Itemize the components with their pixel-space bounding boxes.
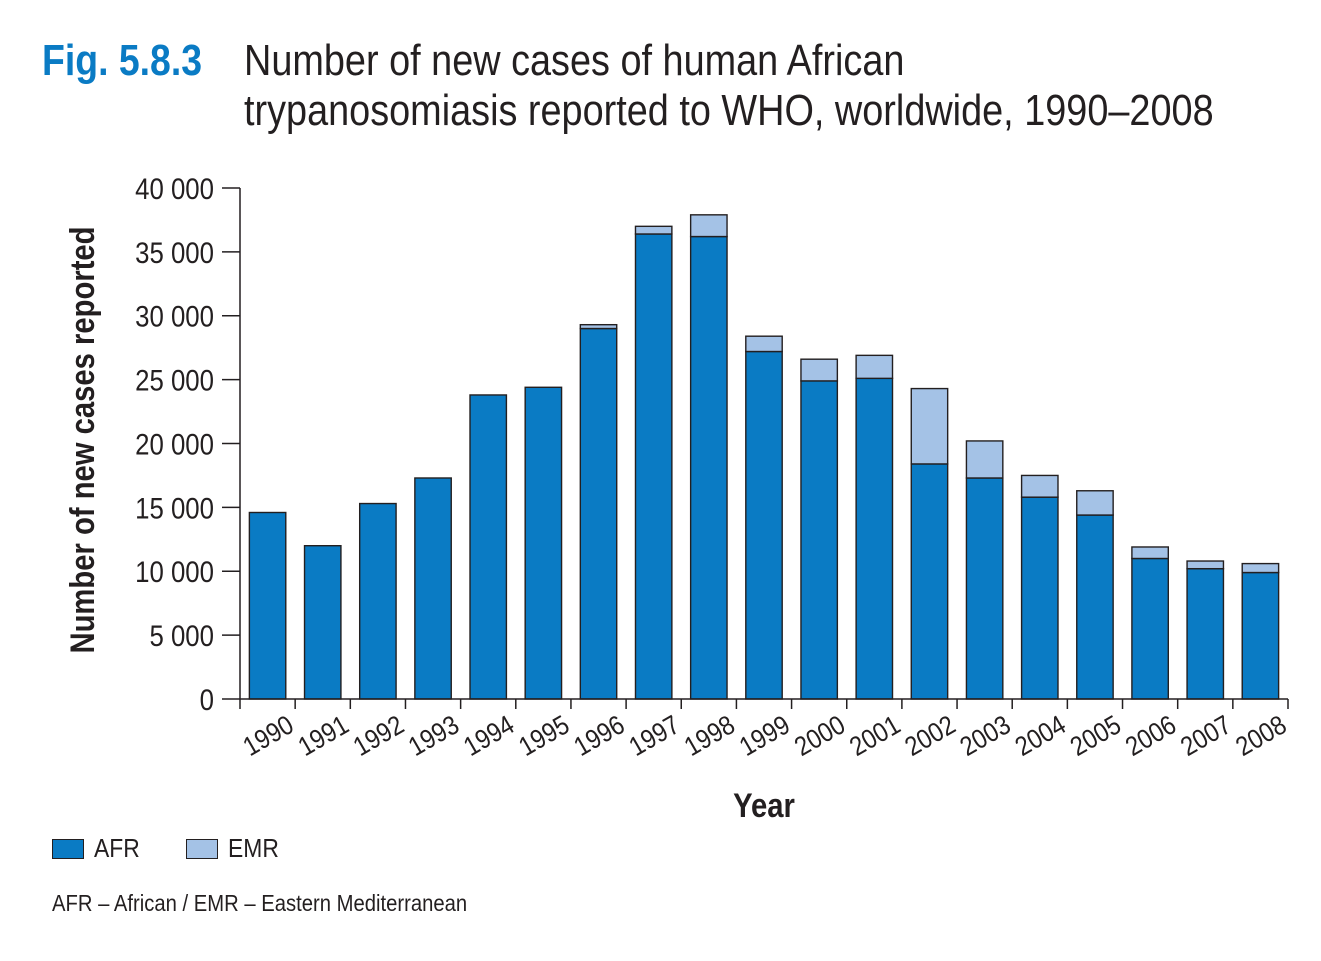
legend: AFR EMR [52,833,326,864]
bar-emr-2008 [1241,562,1280,574]
legend-swatch-emr [186,838,218,859]
x-tick-label-2002: 2002 [900,710,961,762]
legend-label-afr: AFR [94,833,140,863]
y-tick-label-20000: 20 000 [135,428,214,461]
y-axis-title: Number of new cases reported [63,226,102,653]
y-tick-label-0: 0 [200,683,214,716]
legend-label-emr: EMR [228,833,279,863]
x-tick-label-2003: 2003 [955,710,1016,762]
bar-emr-1997 [634,225,673,235]
bar-afr-1998 [689,235,728,700]
axes-layer [222,187,1289,709]
bar-afr-2007 [1186,567,1225,700]
x-tick-label-2008: 2008 [1231,710,1292,762]
x-tick-label-1990: 1990 [238,710,299,762]
bars-layer [248,214,1280,700]
bar-afr-1994 [469,394,508,700]
x-axis-title: Year [733,786,795,825]
bar-afr-2000 [800,380,839,700]
bar-emr-1998 [689,214,728,238]
bar-afr-1997 [634,233,673,700]
x-tick-label-1993: 1993 [404,710,465,762]
chart-title: Number of new cases of human African try… [244,36,1214,136]
bar-afr-2003 [965,477,1004,700]
bar-emr-2003 [965,440,1004,479]
bar-emr-2005 [1076,490,1114,516]
y-tick-label-15000: 15 000 [135,492,214,525]
figure-number: Fig. 5.8.3 [42,36,203,85]
x-tick-label-2000: 2000 [790,710,851,762]
bar-afr-1993 [414,477,452,700]
bar-afr-1995 [524,386,563,700]
bar-afr-1990 [248,511,287,700]
x-tick-label-1991: 1991 [293,710,354,762]
x-tick-label-2004: 2004 [1010,710,1071,762]
y-tick-label-10000: 10 000 [135,555,214,588]
x-tick-label-1998: 1998 [679,710,740,762]
bar-afr-2005 [1076,514,1114,700]
legend-item-emr: EMR [186,833,286,864]
footnote: AFR – African / EMR – Eastern Mediterran… [52,890,468,916]
y-tick-label-25000: 25 000 [135,364,214,397]
bar-emr-2002 [910,387,949,465]
bar-afr-2004 [1020,496,1059,700]
x-tick-label-2005: 2005 [1066,710,1127,762]
bar-afr-1996 [579,327,618,700]
x-tick-label-1999: 1999 [735,710,796,762]
bar-afr-2008 [1241,571,1280,700]
bar-emr-2006 [1131,546,1170,560]
chart-title-line-2: trypanosomiasis reported to WHO, worldwi… [244,86,1214,135]
bar-emr-2007 [1186,560,1225,570]
bar-afr-1999 [745,350,783,700]
x-tick-label-1995: 1995 [514,710,575,762]
x-tick-label-2001: 2001 [845,710,906,762]
bar-afr-1992 [358,502,397,700]
bar-emr-2001 [855,354,894,380]
x-tick-label-1994: 1994 [459,710,520,762]
bar-emr-2004 [1020,474,1059,498]
x-tick-label-1992: 1992 [348,710,409,762]
bar-afr-2001 [855,377,894,700]
x-tick-label-1996: 1996 [569,710,630,762]
y-tick-label-40000: 40 000 [135,172,214,205]
bar-emr-1999 [745,335,783,353]
bar-afr-2002 [910,463,949,700]
legend-item-afr: AFR [52,833,146,864]
y-tick-label-30000: 30 000 [135,300,214,333]
bar-afr-2006 [1131,557,1170,700]
y-tick-label-35000: 35 000 [135,236,214,269]
x-tick-label-1997: 1997 [624,710,685,762]
legend-swatch-afr [52,838,84,859]
x-tick-label-2007: 2007 [1176,710,1237,762]
bar-afr-1991 [303,545,342,700]
x-tick-label-2006: 2006 [1121,710,1182,762]
bar-emr-1996 [579,323,618,330]
bar-emr-2000 [800,358,839,382]
chart-title-line-1: Number of new cases of human African [244,36,905,85]
y-tick-label-5000: 5 000 [149,619,214,652]
